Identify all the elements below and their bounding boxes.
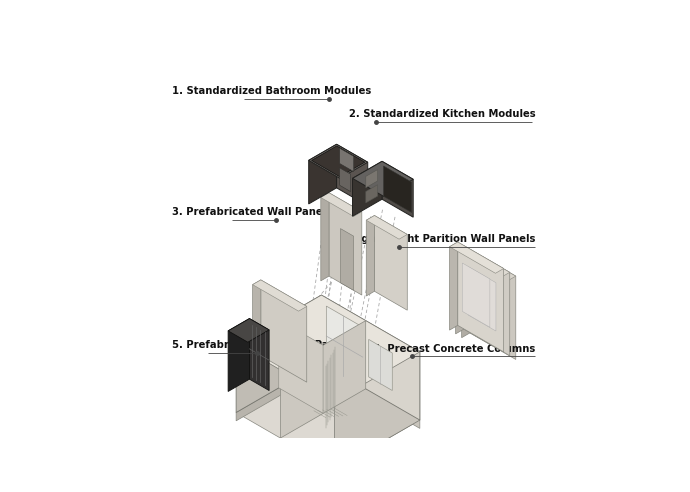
Polygon shape	[339, 148, 354, 172]
Polygon shape	[322, 363, 420, 429]
Polygon shape	[308, 144, 368, 179]
Polygon shape	[261, 280, 307, 382]
Polygon shape	[250, 318, 269, 391]
Polygon shape	[279, 320, 323, 413]
Polygon shape	[366, 215, 375, 296]
Text: 1. Standardized Bathroom Modules: 1. Standardized Bathroom Modules	[172, 86, 371, 96]
Polygon shape	[462, 249, 516, 281]
Polygon shape	[321, 193, 329, 281]
Text: 5. Prefabricated Balcony Panels: 5. Prefabricated Balcony Panels	[172, 340, 351, 350]
Polygon shape	[236, 363, 322, 421]
Polygon shape	[353, 161, 413, 196]
Polygon shape	[280, 321, 366, 438]
Polygon shape	[322, 295, 420, 420]
Polygon shape	[236, 295, 420, 401]
Text: 3. Prefabricated Wall Panels: 3. Prefabricated Wall Panels	[172, 208, 332, 217]
Polygon shape	[469, 267, 496, 331]
Polygon shape	[455, 246, 510, 277]
Polygon shape	[321, 193, 362, 216]
Text: 6. Precast Concrete Columns: 6. Precast Concrete Columns	[373, 344, 535, 354]
Polygon shape	[366, 215, 407, 239]
Polygon shape	[382, 161, 413, 217]
Polygon shape	[366, 170, 377, 188]
Polygon shape	[366, 184, 377, 203]
Polygon shape	[353, 161, 382, 216]
Polygon shape	[312, 146, 365, 177]
Polygon shape	[384, 166, 412, 213]
Text: 4. Lightweight Parition Wall Panels: 4. Lightweight Parition Wall Panels	[337, 234, 535, 244]
Polygon shape	[455, 246, 464, 334]
Polygon shape	[340, 229, 353, 290]
Polygon shape	[329, 193, 362, 295]
Polygon shape	[253, 280, 307, 311]
Polygon shape	[326, 306, 363, 387]
Polygon shape	[375, 215, 407, 310]
Polygon shape	[339, 168, 351, 191]
Polygon shape	[308, 144, 337, 204]
Polygon shape	[449, 242, 457, 330]
Polygon shape	[236, 363, 420, 469]
Polygon shape	[457, 242, 504, 352]
Polygon shape	[337, 144, 368, 206]
Polygon shape	[228, 318, 250, 392]
Polygon shape	[335, 352, 420, 469]
Polygon shape	[253, 280, 261, 361]
Polygon shape	[470, 249, 516, 360]
Polygon shape	[464, 246, 510, 356]
Polygon shape	[462, 249, 470, 338]
Polygon shape	[228, 318, 269, 342]
Polygon shape	[368, 339, 393, 391]
Polygon shape	[449, 242, 504, 273]
Polygon shape	[462, 263, 490, 327]
Text: 2. Standardized Kitchen Modules: 2. Standardized Kitchen Modules	[349, 109, 535, 119]
Polygon shape	[236, 295, 322, 412]
Polygon shape	[475, 271, 502, 335]
